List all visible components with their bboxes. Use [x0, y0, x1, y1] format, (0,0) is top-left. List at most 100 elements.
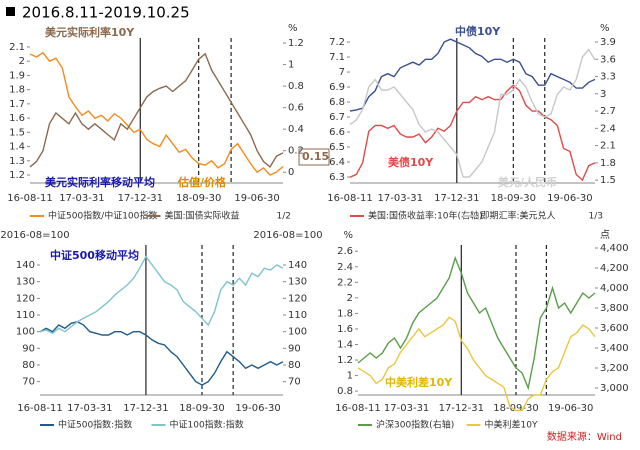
annotation: 0.15	[302, 150, 329, 163]
y-tick-label: 2.2	[337, 277, 353, 288]
y2-tick-label: 110	[288, 310, 307, 321]
y-tick-label: 2.1	[9, 42, 25, 53]
y-tick-label: 1.6	[337, 324, 353, 335]
annotation: 中美利差10Y	[385, 375, 453, 389]
legend-label: 中美利差10Y	[485, 419, 538, 431]
x-tick-label: 17-03-31	[378, 193, 423, 204]
y-tick-label: 1.5	[9, 127, 25, 138]
y2-tick-label: 0.8	[288, 81, 304, 92]
y-tick-label: 100	[16, 327, 35, 338]
y2-tick-label: 140	[288, 260, 307, 271]
legend-page: 1/3	[589, 212, 603, 222]
x-tick-label: 17-12-31	[439, 403, 484, 414]
y2-tick-label: 3.3	[600, 72, 616, 83]
x-tick-label: 18-09-30	[493, 403, 538, 414]
x-tick-label: 17-03-31	[384, 403, 429, 414]
y-tick-label: 1.8	[9, 85, 25, 96]
y2-tick-label: 90	[288, 343, 301, 354]
legend-label: 中证100指数:指数	[170, 419, 244, 431]
series-line	[349, 84, 596, 182]
y2-tick-label: 1.8	[600, 158, 616, 169]
y2-tick-label: 0.2	[288, 146, 304, 157]
y-tick-label: 6.9	[329, 82, 345, 93]
annotation: 中证500移动平均	[50, 248, 139, 262]
y-tick-label: 1	[347, 371, 353, 382]
y-tick-label: 2	[347, 293, 353, 304]
y-tick-label: 2.4	[337, 262, 353, 273]
y2-tick-label: 120	[288, 293, 307, 304]
y-tick-label: 130	[16, 277, 35, 288]
y2-tick-label: 3,600	[600, 323, 629, 334]
series-line	[29, 51, 284, 176]
y-tick-label: 6.8	[329, 97, 345, 108]
y-tick-label: 0.8	[337, 386, 353, 397]
annotation: 中债10Y	[455, 24, 501, 38]
x-tick-label: 19-06-30	[547, 193, 592, 204]
x-tick-label: 17-12-31	[123, 403, 168, 414]
y2-unit: %	[288, 23, 298, 34]
series-line	[349, 38, 596, 112]
series-line	[357, 316, 596, 412]
y2-tick-label: 0.4	[288, 124, 304, 135]
y2-tick-label: 0.6	[288, 103, 304, 114]
y2-tick-label: 3,800	[600, 303, 629, 314]
y2-tick-label: 3.6	[600, 54, 616, 65]
y-tick-label: 6.5	[329, 142, 345, 153]
legend-page: 1/2	[277, 212, 291, 222]
annotation: 估值/价格	[177, 175, 227, 189]
x-tick-label: 16-08-11	[17, 403, 62, 414]
annotation-box	[298, 148, 330, 166]
annotation: 美债10Y	[388, 155, 434, 169]
series-line	[349, 48, 596, 178]
x-tick-label: 19-06-30	[548, 403, 593, 414]
series-line	[357, 255, 596, 391]
y-tick-label: 6.7	[329, 112, 345, 123]
y2-tick-label: 4,400	[600, 243, 629, 254]
series-line	[39, 255, 284, 335]
x-tick-label: 17-12-31	[434, 193, 479, 204]
x-tick-label: 18-09-30	[179, 403, 224, 414]
y-tick-label: 7	[339, 67, 345, 78]
x-tick-label: 16-08-11	[7, 193, 52, 204]
x-tick-label: 19-06-30	[234, 193, 279, 204]
legend-label: 美国:国债收益率:10年(右轴)	[368, 210, 483, 222]
header-bullet	[6, 7, 15, 16]
y2-tick-label: 3,000	[600, 383, 629, 394]
y2-tick-label: 1	[288, 60, 294, 71]
legend-label: 美国:国债实际收益	[165, 210, 240, 222]
y2-tick-label: 2.4	[600, 123, 616, 134]
y2-unit: 2016-08=100	[253, 230, 322, 241]
x-tick-label: 16-08-11	[327, 193, 372, 204]
y2-tick-label: 0	[288, 167, 294, 178]
y2-tick-label: 2.1	[600, 141, 616, 152]
y-tick-label: 7.2	[329, 37, 345, 48]
x-tick-label: 17-03-31	[59, 193, 104, 204]
y2-tick-label: 130	[288, 277, 307, 288]
y-tick-label: 110	[16, 310, 35, 321]
y-tick-label: 1.4	[337, 339, 353, 350]
y-tick-label: 120	[16, 293, 35, 304]
x-tick-label: 18-09-30	[176, 193, 221, 204]
y2-tick-label: 3,400	[600, 343, 629, 354]
x-tick-label: 17-03-31	[67, 403, 112, 414]
annotation: 美元实际利率10Y	[45, 25, 135, 39]
y2-tick-label: 80	[288, 360, 301, 371]
y2-tick-label: 1.2	[288, 38, 304, 49]
y-tick-label: 2	[19, 56, 25, 67]
series-line	[39, 320, 284, 386]
y-tick-label: 80	[22, 360, 35, 371]
y-tick-label: 1.7	[9, 99, 25, 110]
y2-tick-label: 70	[288, 377, 301, 388]
y-tick-label: 1.2	[337, 355, 353, 366]
x-tick-label: 18-09-30	[491, 193, 536, 204]
y-tick-label: 2.6	[337, 246, 353, 257]
y-tick-label: 140	[16, 260, 35, 271]
y-tick-label: 6.3	[329, 172, 345, 183]
y-tick-label: 90	[22, 343, 35, 354]
y2-tick-label: 4,000	[600, 283, 629, 294]
y-tick-label: 1.3	[9, 156, 25, 167]
y2-tick-label: 100	[288, 327, 307, 338]
legend-label: 中证500指数/中证100指数	[48, 210, 157, 222]
x-tick-label: 16-08-11	[335, 403, 380, 414]
